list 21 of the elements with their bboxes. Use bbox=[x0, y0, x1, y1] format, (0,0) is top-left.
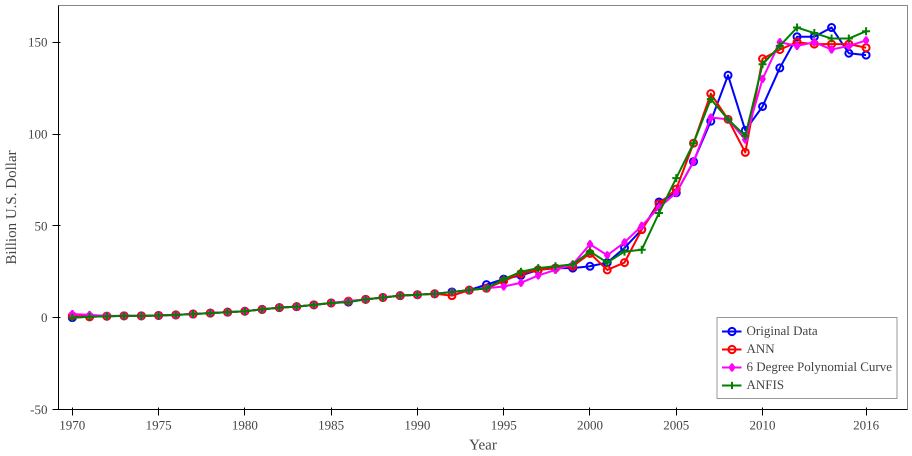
y-tick-label: 50 bbox=[34, 218, 48, 234]
x-tick-label: 1985 bbox=[318, 418, 344, 432]
legend-label: ANFIS bbox=[746, 377, 784, 393]
legend-label: ANN bbox=[746, 341, 775, 357]
x-tick-label: 1975 bbox=[146, 418, 172, 432]
legend-label: 6 Degree Polynomial Curve bbox=[746, 359, 892, 375]
x-tick-label: 2010 bbox=[750, 418, 776, 432]
x-tick-label: 2016 bbox=[853, 418, 880, 432]
y-tick-label: 100 bbox=[28, 126, 48, 142]
x-tick-label: 2000 bbox=[576, 418, 603, 432]
x-tick-label: 1970 bbox=[59, 418, 86, 432]
x-tick-label: 1980 bbox=[232, 418, 258, 432]
y-axis-title: Billion U.S. Dollar bbox=[4, 150, 20, 265]
legend-label: Original Data bbox=[746, 323, 818, 339]
y-tick-label: 0 bbox=[41, 310, 48, 326]
x-tick-label: 2005 bbox=[663, 418, 690, 432]
y-tick-label: 150 bbox=[28, 34, 48, 50]
x-tick-label: 1990 bbox=[404, 418, 430, 432]
x-axis-title: Year bbox=[469, 438, 497, 454]
x-tick-label: 1995 bbox=[490, 418, 517, 432]
y-tick-label: -50 bbox=[30, 402, 48, 417]
